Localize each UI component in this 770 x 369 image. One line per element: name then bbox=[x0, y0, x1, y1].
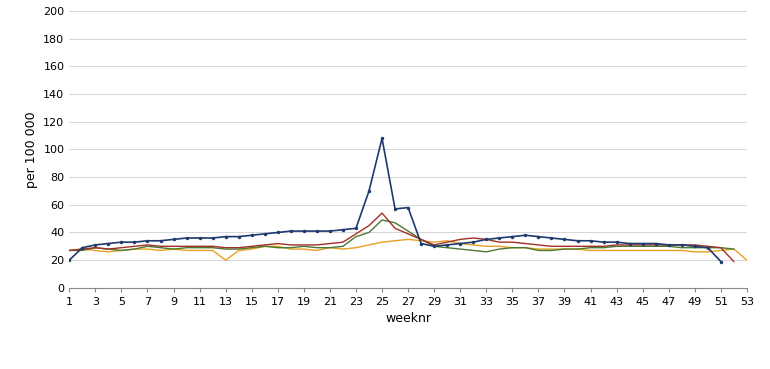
2017 bbox=[664, 244, 673, 249]
2017 bbox=[494, 247, 504, 251]
2018 bbox=[494, 240, 504, 244]
2017 bbox=[65, 248, 74, 253]
Line: 2017: 2017 bbox=[69, 220, 734, 252]
Line: 2019: 2019 bbox=[68, 137, 722, 263]
2016 bbox=[534, 247, 543, 251]
2019 bbox=[469, 240, 478, 244]
2016 bbox=[612, 248, 621, 253]
2016 bbox=[403, 237, 413, 242]
2018 bbox=[586, 244, 595, 249]
2019 bbox=[494, 236, 504, 240]
2018 bbox=[65, 248, 74, 253]
2017 bbox=[586, 245, 595, 250]
2017 bbox=[469, 248, 478, 253]
2018 bbox=[247, 244, 256, 249]
2016 bbox=[260, 244, 269, 249]
2019 bbox=[456, 241, 465, 246]
2016 bbox=[494, 244, 504, 249]
2017 bbox=[247, 245, 256, 250]
2018 bbox=[456, 237, 465, 242]
2018 bbox=[664, 243, 673, 247]
2019 bbox=[664, 243, 673, 247]
2019 bbox=[247, 233, 256, 238]
2019 bbox=[586, 239, 595, 243]
2018 bbox=[469, 236, 478, 240]
2016 bbox=[742, 258, 752, 262]
Line: 2016: 2016 bbox=[69, 239, 747, 260]
2016 bbox=[482, 244, 491, 249]
2017 bbox=[456, 247, 465, 251]
Line: 2018: 2018 bbox=[69, 213, 734, 262]
2016 bbox=[521, 245, 530, 250]
2016 bbox=[221, 258, 230, 262]
X-axis label: weeknr: weeknr bbox=[385, 313, 431, 325]
2016 bbox=[65, 248, 74, 253]
2019 bbox=[65, 258, 74, 262]
Y-axis label: per 100 000: per 100 000 bbox=[25, 111, 38, 188]
